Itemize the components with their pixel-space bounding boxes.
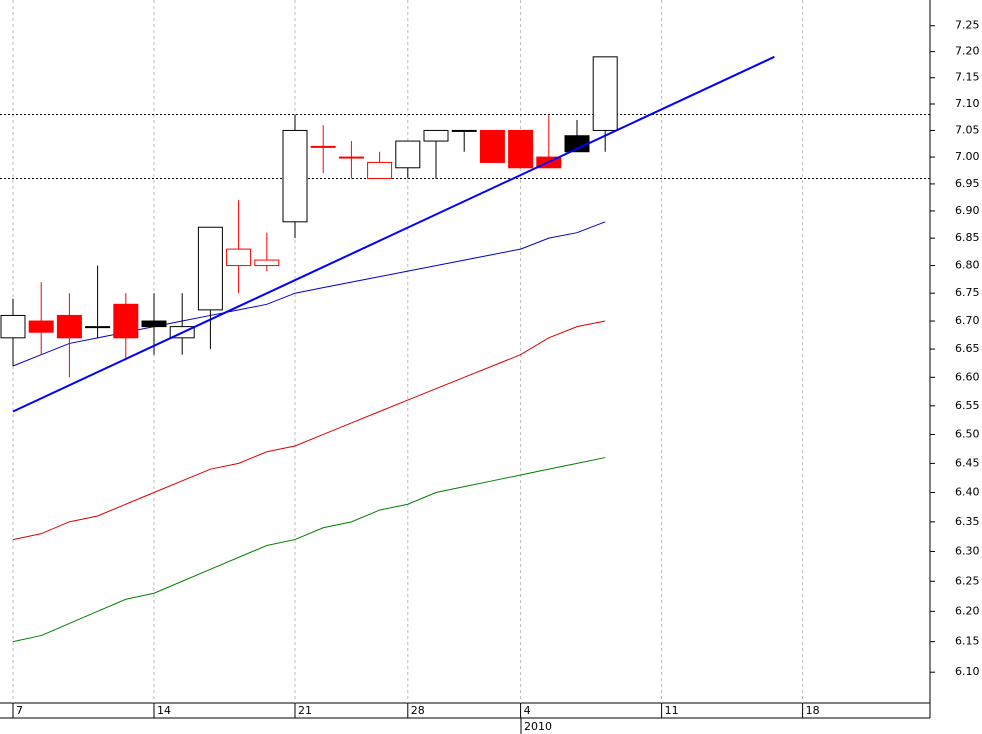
y-tick-label: 6.50	[955, 427, 980, 440]
y-tick-label: 6.15	[955, 635, 980, 648]
x-tick-label: 14	[157, 704, 171, 717]
candle-body	[310, 145, 336, 148]
y-tick-label: 6.25	[955, 574, 980, 587]
candle-body	[508, 129, 534, 169]
x-tick-label: 7	[16, 704, 23, 717]
candle-body	[451, 129, 477, 132]
candle-body	[85, 326, 111, 329]
candle-body	[28, 320, 54, 333]
y-tick-label: 7.25	[955, 19, 980, 32]
line	[12, 55, 775, 413]
candle-body	[113, 303, 139, 339]
x-tick-label: 4	[524, 704, 531, 717]
candle-body	[197, 226, 223, 311]
y-tick-label: 6.75	[955, 286, 980, 299]
y-tick-label: 6.65	[955, 342, 980, 355]
y-tick-label: 6.20	[955, 604, 980, 617]
y-tick-label: 6.40	[955, 485, 980, 498]
y-tick-label: 7.10	[955, 97, 980, 110]
y-tick-label: 6.90	[955, 204, 980, 217]
candle-body	[56, 314, 82, 339]
candle-body	[592, 56, 618, 131]
y-tick-label: 7.05	[955, 123, 980, 136]
candle-body	[338, 156, 364, 159]
candle-body	[226, 248, 252, 267]
candle-body	[282, 129, 308, 223]
y-tick-label: 6.55	[955, 399, 980, 412]
y-tick-label: 6.70	[955, 314, 980, 327]
year-label: 2010	[524, 720, 552, 733]
y-tick-label: 6.30	[955, 544, 980, 557]
y-tick-label: 6.95	[955, 177, 980, 190]
candle-body	[479, 129, 505, 163]
candle-body	[0, 314, 26, 339]
y-tick-label: 6.85	[955, 231, 980, 244]
y-tick-label: 6.10	[955, 665, 980, 678]
candle-body	[395, 140, 421, 169]
candle-body	[141, 320, 167, 328]
x-tick-label: 11	[665, 704, 679, 717]
candle-body	[423, 129, 449, 142]
x-tick-label: 28	[411, 704, 425, 717]
y-tick-label: 7.20	[955, 45, 980, 58]
y-tick-label: 6.60	[955, 370, 980, 383]
y-tick-label: 6.45	[955, 456, 980, 469]
y-tick-label: 6.35	[955, 515, 980, 528]
candle-body	[254, 259, 280, 267]
y-tick-label: 6.80	[955, 259, 980, 272]
y-tick-label: 7.00	[955, 150, 980, 163]
candle-body	[367, 161, 393, 180]
x-tick-label: 21	[298, 704, 312, 717]
line	[12, 457, 606, 643]
line	[12, 221, 606, 367]
line	[12, 320, 606, 541]
y-tick-label: 7.15	[955, 71, 980, 84]
x-tick-label: 18	[806, 704, 820, 717]
